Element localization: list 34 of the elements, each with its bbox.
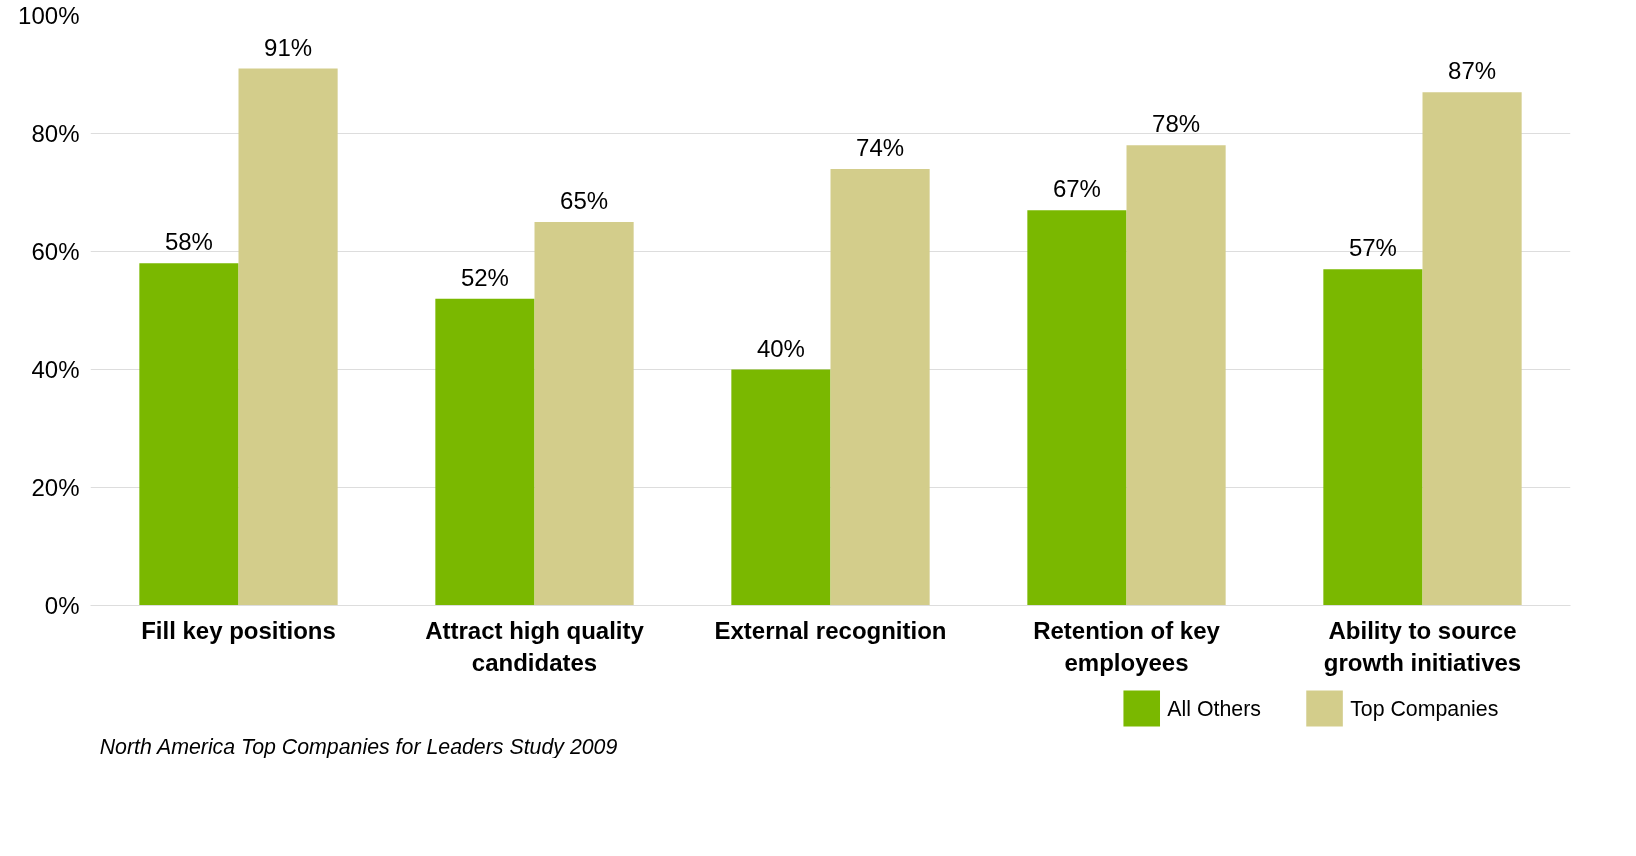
text: 65% [560,187,609,214]
bar [435,298,535,606]
bar [1126,145,1226,606]
legend-label: Top Companies [1350,696,1499,721]
y-tick-label: 80% [31,120,80,147]
text: 52% [460,263,509,291]
text: North America Top Companies for Leaders Study 2009 [99,734,618,759]
bar [238,68,338,606]
bar [139,263,239,606]
bar [1422,92,1522,606]
text: 40% [756,334,805,362]
text: 67% [1052,175,1101,203]
bar [830,168,930,606]
x-tick-label: Ability to source growth initiatives [1323,616,1522,676]
bar [1027,210,1127,606]
text: 91% [264,33,313,61]
x-tick-label: Retention of key employees [1033,616,1221,676]
y-tick-label: 20% [31,474,80,501]
y-tick-label: 40% [31,356,80,383]
x-tick-label: Attract high quality candidates [425,616,645,676]
x-tick-label: Fill key positions [141,616,336,644]
bar [1323,269,1423,606]
legend-label: All Others [1167,696,1261,721]
y-tick-label: 60% [31,238,80,265]
text: 74% [856,133,905,161]
text: 58% [164,228,213,256]
text: 57% [1348,234,1397,262]
bar [731,369,831,606]
y-tick-label: 100% [18,2,80,29]
x-tick-label: External recognition [714,616,947,644]
bar [534,222,634,606]
text: 78% [1152,110,1201,138]
y-tick-label: 0% [44,592,80,619]
text: 87% [1448,57,1497,85]
